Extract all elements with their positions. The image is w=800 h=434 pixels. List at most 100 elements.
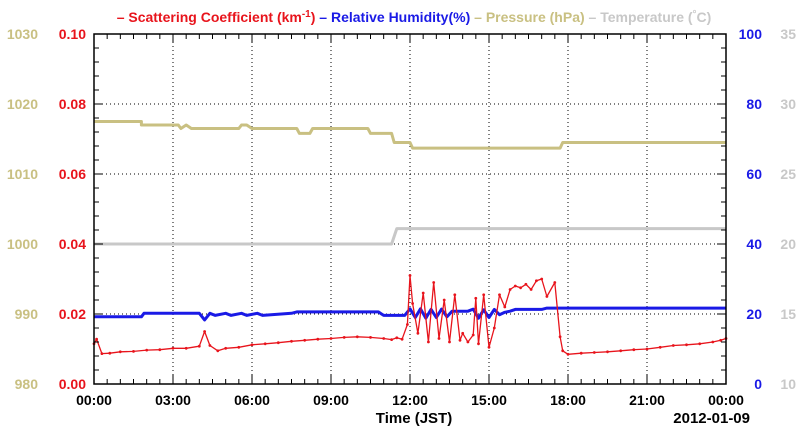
data-point (645, 347, 649, 351)
data-point (442, 298, 446, 302)
pressure-tick-label: 1010 (7, 166, 38, 182)
data-point (719, 338, 723, 342)
data-point (369, 336, 372, 339)
scattering-tick-label: 0.10 (59, 26, 86, 42)
temperature-tick-label: 35 (780, 26, 796, 42)
data-point (513, 284, 517, 288)
data-point (524, 282, 528, 286)
x-tick-label: 21:00 (629, 392, 665, 408)
pressure-tick-label: 980 (15, 376, 39, 392)
data-point (145, 348, 149, 352)
legend: – Scattering Coefficient (km-1) – Relati… (117, 9, 712, 25)
data-point (390, 338, 393, 341)
series-layer (92, 120, 728, 356)
pressure-tick-label: 1020 (7, 96, 38, 112)
x-tick-label: 00:00 (708, 392, 744, 408)
scattering-tick-label: 0.00 (59, 376, 86, 392)
axis-labels: 00:00 03:00 06:00 09:00 12:00 15:00 18:00 21:00… (7, 26, 796, 408)
data-point (118, 350, 122, 354)
scattering-tick-label: 0.04 (59, 236, 86, 252)
data-point (250, 343, 254, 347)
temperature-tick-label: 25 (780, 166, 796, 182)
pressure-tick-label: 990 (15, 306, 39, 322)
x-tick-label: 03:00 (155, 392, 191, 408)
data-point (171, 346, 175, 350)
legend-entry: – Scattering Coefficient (km (117, 9, 302, 25)
data-point (453, 293, 457, 297)
legend-superscript: ° (693, 9, 697, 20)
data-point (437, 337, 441, 340)
data-point (492, 326, 496, 330)
data-point (619, 349, 623, 353)
data-point (290, 339, 293, 343)
legend-entry: – Relative Humidity(%) (315, 9, 470, 25)
data-point (406, 323, 409, 326)
humidity-tick-label: 80 (746, 96, 762, 112)
data-point (237, 345, 241, 349)
data-point (448, 340, 451, 344)
data-point (421, 291, 425, 295)
x-tick-label: 12:00 (392, 392, 428, 408)
data-point (416, 331, 420, 335)
scattering-tick-label: 0.06 (59, 166, 86, 182)
data-point (95, 337, 98, 341)
data-point (508, 288, 512, 291)
x-tick-label: 18:00 (550, 392, 586, 408)
data-point (579, 351, 583, 355)
data-point (316, 337, 320, 341)
data-point (553, 281, 557, 284)
data-point (203, 330, 207, 333)
data-point (482, 293, 486, 297)
x-tick-label: 00:00 (76, 392, 112, 408)
data-point (658, 345, 662, 349)
data-point (427, 340, 430, 344)
data-point (540, 277, 544, 281)
data-point (184, 346, 188, 350)
data-point (197, 344, 201, 348)
data-point (216, 349, 220, 353)
x-tick-label: 09:00 (313, 392, 349, 408)
data-point (711, 340, 715, 344)
data-point (276, 341, 280, 345)
data-point (100, 352, 104, 355)
data-point (632, 348, 636, 352)
data-point (474, 296, 478, 300)
legend-entry: – Pressure (hPa) (470, 9, 584, 25)
gridlines (94, 34, 726, 384)
pressure-tick-label: 1000 (7, 236, 38, 252)
data-point (606, 350, 609, 354)
data-point (503, 305, 507, 309)
data-point (303, 338, 307, 342)
temperature-tick-label: 30 (780, 96, 796, 112)
data-point (132, 350, 135, 353)
series-line (94, 227, 726, 246)
data-point (408, 274, 412, 277)
x-axis-label: Time (JST) (376, 410, 452, 427)
data-point (395, 336, 399, 340)
humidity-tick-label: 60 (746, 166, 762, 182)
data-point (108, 351, 112, 355)
data-point (400, 337, 404, 341)
data-point (529, 288, 533, 291)
legend-superscript: -1 (302, 9, 311, 20)
data-point (466, 340, 470, 344)
data-point (411, 302, 414, 305)
data-point (535, 279, 538, 283)
x-tick-label: 06:00 (234, 392, 270, 408)
pressure-tick-label: 1030 (7, 26, 38, 42)
temperature-tick-label: 15 (780, 306, 796, 322)
data-point (519, 286, 522, 290)
legend-entry: – Temperature ( (585, 9, 693, 25)
data-point (671, 344, 675, 347)
data-point (208, 344, 212, 347)
humidity-tick-label: 20 (746, 306, 762, 322)
humidity-tick-label: 40 (746, 236, 762, 252)
data-point (477, 342, 480, 346)
scattering-tick-label: 0.02 (59, 306, 86, 322)
legend-entry-end: ) (311, 9, 316, 25)
temperature-tick-label: 20 (780, 236, 796, 252)
data-point (566, 352, 570, 356)
axis-ticks (93, 33, 727, 385)
data-point (382, 337, 386, 340)
